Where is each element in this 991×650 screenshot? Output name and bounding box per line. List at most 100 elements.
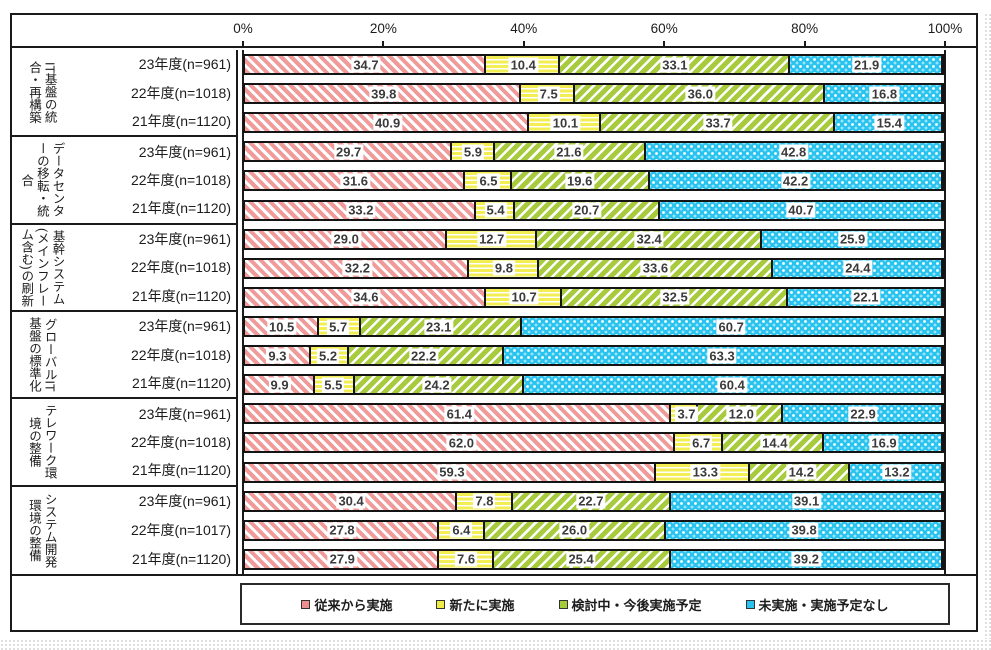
value-label: 60.7 (716, 319, 746, 335)
value-label: 7.5 (537, 86, 560, 102)
value-label: 32.2 (342, 260, 373, 276)
value-label: 26.0 (559, 522, 590, 538)
bar-track: 31.6 6.5 19.6 42.2 (243, 170, 945, 192)
value-label: 34.6 (351, 289, 381, 305)
page-edge-texture-right (984, 13, 991, 639)
year-label-column: 23年度(n=961) 22年度(n=1018) 21年度(n=1120) (66, 137, 236, 222)
axis-tick-label: 80% (791, 21, 819, 36)
value-label: 61.4 (444, 406, 474, 422)
value-label: 5.7 (327, 319, 350, 335)
value-label: 12.0 (726, 406, 756, 422)
category-label: データセンターの移転・統合 (12, 137, 66, 222)
value-label: 10.1 (550, 115, 581, 131)
value-label: 21.6 (554, 144, 584, 160)
year-row-label: 23年度(n=961) (138, 230, 231, 247)
value-label: 39.1 (791, 493, 822, 509)
value-label: 33.1 (660, 57, 690, 73)
legend-marker-new (436, 599, 446, 609)
category-label-cell: システム開発環境の整備 23年度(n=961) 22年度(n=1017) 21年度(n… (12, 486, 238, 574)
category-label: IT基盤の統合・再構築 (12, 50, 66, 135)
value-label: 6.4 (450, 522, 473, 538)
value-label: 25.9 (837, 231, 868, 247)
value-label: 42.2 (780, 173, 811, 189)
category-label-cell: 基幹システム(メインフレーム含む)の刷新 23年度(n=961) 22年度(n=10… (12, 224, 238, 312)
bar-row: 59.3 13.3 14.2 13.2 (238, 458, 976, 487)
category-label-cell: グローバルIT基盤の標準化 23年度(n=961) 22年度(n=1018) 21年度… (12, 311, 238, 400)
value-label: 22.7 (576, 493, 606, 509)
axis-header: 0% 20% 40% 60% 80% 100% (12, 15, 976, 48)
value-label: 21.9 (851, 57, 882, 73)
axis-tick-mark (522, 41, 525, 46)
legend-label: 検討中・今後実施予定 (571, 597, 702, 613)
bar-track: 34.6 10.7 32.5 22.1 (243, 286, 945, 308)
axis-tick-mark (803, 41, 806, 46)
bar-track: 39.8 7.5 36.0 16.8 (243, 83, 945, 105)
bar-track: 30.4 7.8 22.7 39.1 (243, 490, 945, 512)
bar-row: 34.6 10.7 32.5 22.1 (238, 283, 976, 312)
year-row-label: 21年度(n=1120) (132, 462, 231, 479)
value-label: 13.2 (882, 464, 912, 480)
bar-row: 9.9 5.5 24.2 60.4 (238, 370, 976, 399)
category-label: グローバルIT基盤の標準化 (12, 312, 66, 397)
chart-body: IT基盤の統合・再構築 23年度(n=961) 22年度(n=1018) 21年度(n… (12, 50, 976, 574)
legend-label: 新たに実施 (449, 597, 515, 613)
value-label: 22.9 (848, 406, 878, 422)
legend-item: 未実施・実施予定なし (745, 595, 889, 614)
axis-tick-label: 0% (233, 21, 253, 36)
axis-tick-label: 20% (369, 21, 397, 36)
bar-row: 34.7 10.4 33.1 21.9 (238, 50, 976, 79)
value-label: 62.0 (446, 435, 477, 451)
value-label: 32.5 (660, 289, 690, 305)
value-label: 24.2 (422, 377, 452, 393)
legend-area: 従来から実施 新たに実施 検討中・今後実施予定 未実施・実施予定なし (12, 574, 976, 630)
axis-line-0pct (242, 50, 244, 574)
value-label: 10.5 (266, 319, 297, 335)
bar-track: 27.9 7.6 25.4 39.2 (243, 548, 945, 570)
category-group: グローバルIT基盤の標準化 23年度(n=961) 22年度(n=1018) 21年度… (12, 311, 976, 400)
bar-row: 32.2 9.8 33.6 24.4 (238, 254, 976, 283)
year-row-label: 23年度(n=961) (138, 143, 231, 160)
value-label: 39.8 (789, 522, 819, 538)
bar-track: 29.0 12.7 32.4 25.9 (243, 228, 945, 250)
bar-rows-column: 29.7 5.9 21.6 42.8 31.6 6.5 19.6 42.2 33.2 5.4 20.… (238, 137, 976, 224)
page-edge-texture-bottom (0, 639, 991, 650)
value-label: 32.4 (634, 231, 664, 247)
bar-row: 27.9 7.6 25.4 39.2 (238, 545, 976, 574)
year-label-column: 23年度(n=961) 22年度(n=1018) 21年度(n=1120) (66, 312, 236, 397)
legend-item: 従来から実施 (301, 595, 392, 614)
bar-track: 29.7 5.9 21.6 42.8 (243, 141, 945, 163)
value-label: 29.0 (331, 231, 361, 247)
year-row-label: 22年度(n=1018) (130, 259, 231, 276)
value-label: 24.4 (843, 260, 873, 276)
value-label: 12.7 (477, 231, 507, 247)
category-label-text: データセンターの移転・統合 (19, 142, 65, 218)
value-label: 5.4 (484, 202, 507, 218)
legend-marker-none (745, 599, 755, 609)
year-row-label: 23年度(n=961) (138, 318, 231, 335)
category-label-text: システム開発環境の整備 (27, 492, 57, 568)
category-group: システム開発環境の整備 23年度(n=961) 22年度(n=1017) 21年度(n… (12, 486, 976, 574)
axis-tick-label: 40% (510, 21, 538, 36)
value-label: 25.4 (566, 551, 596, 567)
value-label: 5.2 (317, 348, 340, 364)
value-label: 42.8 (778, 144, 809, 160)
axis-line-100pct (944, 50, 946, 574)
bar-row: 40.9 10.1 33.7 15.4 (238, 108, 976, 137)
value-label: 10.4 (508, 57, 538, 73)
value-label: 9.8 (492, 260, 515, 276)
value-label: 13.3 (690, 464, 720, 480)
year-row-label: 22年度(n=1018) (130, 433, 231, 450)
legend-item: 新たに実施 (436, 595, 515, 614)
value-label: 6.5 (477, 173, 500, 189)
bar-row: 27.8 6.4 26.0 39.8 (238, 516, 976, 545)
chart-frame: 0% 20% 40% 60% 80% 100% IT基盤の統合・再構築 23年度(n=961… (10, 13, 978, 632)
bar-row: 61.4 3.7 12.0 22.9 (238, 399, 976, 428)
value-label: 23.1 (424, 319, 454, 335)
bar-track: 33.2 5.4 20.7 40.7 (243, 199, 945, 221)
year-label-column: 23年度(n=961) 22年度(n=1018) 21年度(n=1120) (66, 50, 236, 135)
value-label: 60.4 (717, 377, 747, 393)
bar-track: 59.3 13.3 14.2 13.2 (243, 461, 945, 483)
year-row-label: 22年度(n=1017) (130, 522, 231, 539)
category-label-cell: データセンターの移転・統合 23年度(n=961) 22年度(n=1018) 21年度… (12, 137, 238, 225)
value-label: 30.4 (336, 493, 366, 509)
